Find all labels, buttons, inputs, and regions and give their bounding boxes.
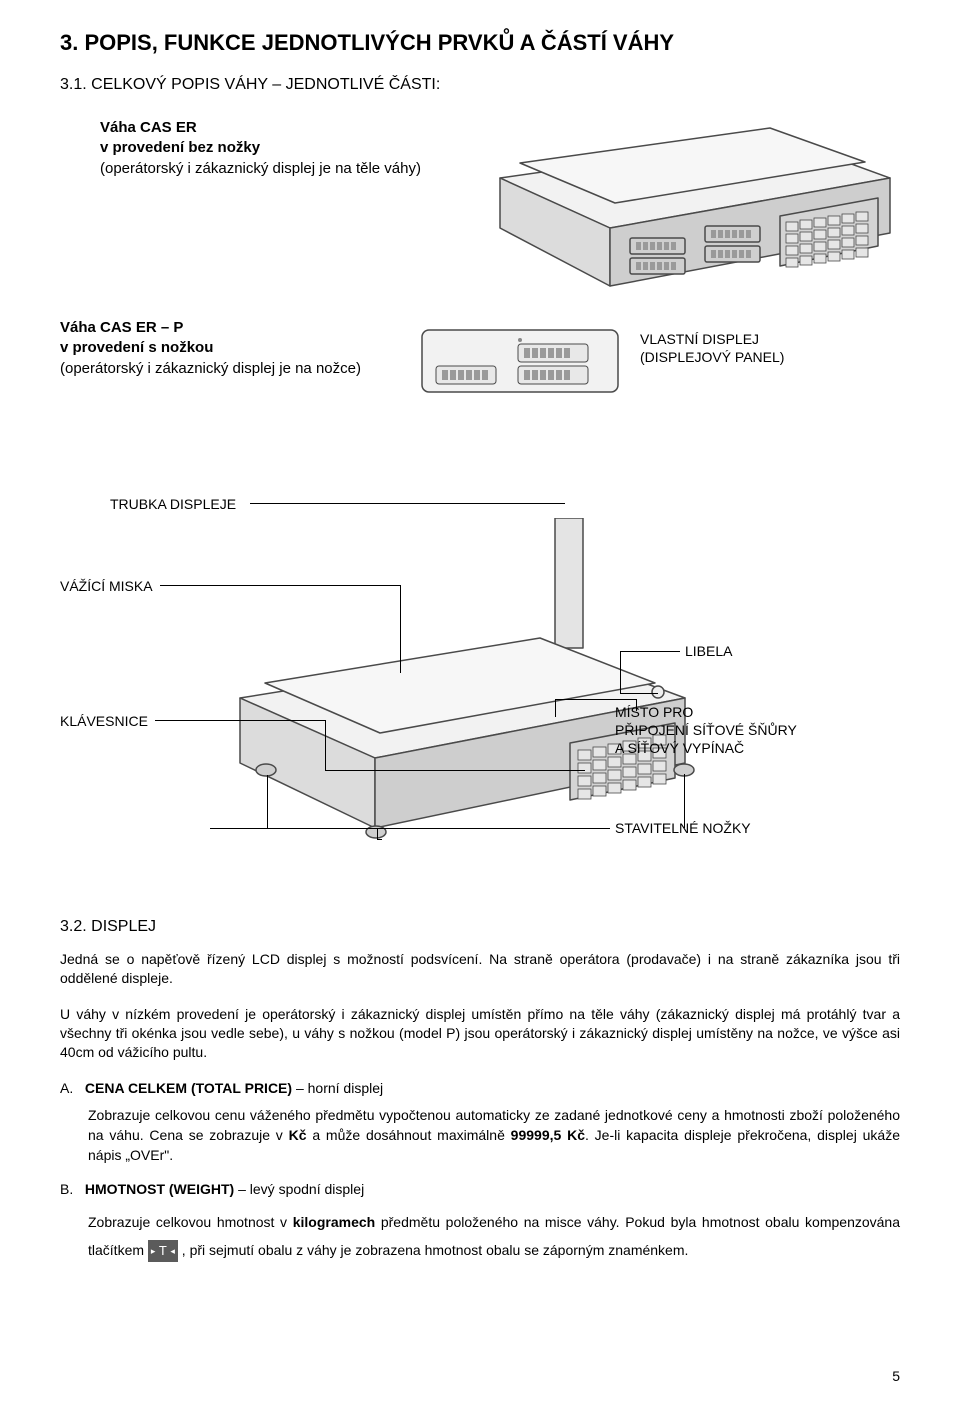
callout-nozky: STAVITELNÉ NOŽKY <box>615 820 751 836</box>
scale-no-pole-figure <box>470 88 900 298</box>
variant1-text: Váha CAS ER v provedení bez nožky (operá… <box>100 118 460 179</box>
display-label-line1: VLASTNÍ DISPLEJ <box>640 330 784 348</box>
display-label-line2: (DISPLEJOVÝ PANEL) <box>640 348 784 366</box>
item-b-rest: – levý spodní displej <box>234 1181 364 1197</box>
callout-trubka: TRUBKA DISPLEJE <box>110 496 236 512</box>
item-b-bold: HMOTNOST (WEIGHT) <box>85 1181 234 1197</box>
item-a-max: 99999,5 Kč <box>511 1127 585 1143</box>
labeled-diagram-area: TRUBKA DISPLEJE VÁŽÍCÍ MISKA LIBELA KLÁV… <box>60 488 900 908</box>
section-32-heading: 3.2. DISPLEJ <box>60 918 900 936</box>
callout-misto: MÍSTO PRO PŘIPOJENÍ SÍŤOVÉ ŠŇŮRY A SÍŤOV… <box>615 703 797 758</box>
item-a-title: A. CENA CELKEM (TOTAL PRICE) – horní dis… <box>60 1079 900 1099</box>
display-label: VLASTNÍ DISPLEJ (DISPLEJOVÝ PANEL) <box>640 330 784 366</box>
item-a-rest: – horní displej <box>292 1080 383 1096</box>
variant2-text: Váha CAS ER – P v provedení s nožkou (op… <box>60 318 410 379</box>
item-a-body: Zobrazuje celkovou cenu váženého předmět… <box>88 1106 900 1166</box>
item-b: B. HMOTNOST (WEIGHT) – levý spodní displ… <box>60 1180 900 1264</box>
section-heading: 3. POPIS, FUNKCE JEDNOTLIVÝCH PRVKŮ A ČÁ… <box>60 30 900 56</box>
item-a-b2: a může dosáhnout maximálně <box>307 1127 511 1143</box>
display-panel-figure <box>420 328 620 398</box>
callout-klavesnice: KLÁVESNICE <box>60 713 148 729</box>
item-a-label: A. <box>60 1080 73 1096</box>
item-a-kc: Kč <box>289 1127 307 1143</box>
item-b-b3: , při sejmutí obalu z váhy je zobrazena … <box>182 1242 689 1258</box>
item-a-bold: CENA CELKEM (TOTAL PRICE) <box>85 1080 292 1096</box>
callout-miska: VÁŽÍCÍ MISKA <box>60 578 153 594</box>
item-a: A. CENA CELKEM (TOTAL PRICE) – horní dis… <box>60 1079 900 1167</box>
section-32-p1: Jedná se o napěťově řízený LCD displej s… <box>60 950 900 989</box>
page-number: 5 <box>892 1368 900 1384</box>
variant1-note: (operátorský i zákaznický displej je na … <box>100 159 460 179</box>
item-b-b1: Zobrazuje celkovou hmotnost v <box>88 1214 293 1230</box>
variant1-title: Váha CAS ER <box>100 118 460 138</box>
item-b-kg: kilogramech <box>293 1214 375 1230</box>
variant1-subtitle: v provedení bez nožky <box>100 138 460 158</box>
variant2-block: Váha CAS ER – P v provedení s nožkou (op… <box>60 318 900 488</box>
item-b-label: B. <box>60 1181 73 1197</box>
variant2-note: (operátorský i zákaznický displej je na … <box>60 359 410 379</box>
section-32: 3.2. DISPLEJ Jedná se o napěťově řízený … <box>60 918 900 1264</box>
variant2-subtitle: v provedení s nožkou <box>60 338 410 358</box>
variant2-title: Váha CAS ER – P <box>60 318 410 338</box>
item-b-body: Zobrazuje celkovou hmotnost v kilogramec… <box>88 1208 900 1264</box>
key-t-icon: T <box>148 1240 178 1262</box>
section-32-p2: U váhy v nízkém provedení je operátorský… <box>60 1005 900 1063</box>
callout-libela: LIBELA <box>685 643 732 659</box>
variant1-block: Váha CAS ER v provedení bez nožky (operá… <box>60 118 900 318</box>
item-b-title: B. HMOTNOST (WEIGHT) – levý spodní displ… <box>60 1180 900 1200</box>
